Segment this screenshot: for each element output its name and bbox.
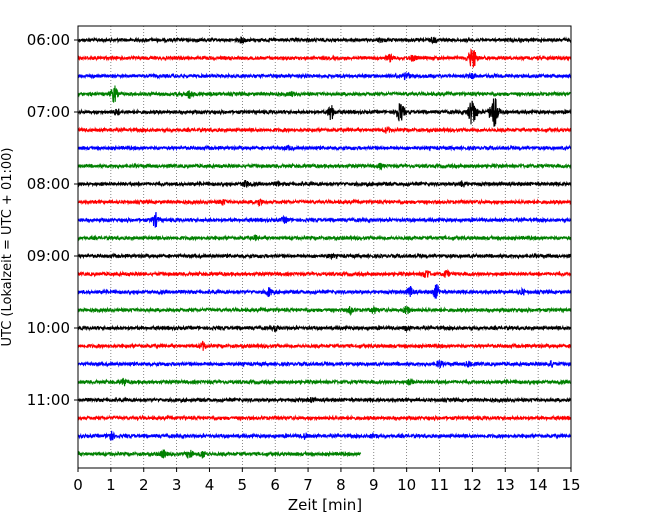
x-tick-label: 15	[561, 476, 580, 494]
trace-0745	[77, 162, 572, 171]
x-tick-label: 2	[139, 476, 149, 494]
x-tick-label: 3	[172, 476, 182, 494]
trace-1115	[77, 414, 572, 422]
trace-0945	[77, 305, 572, 317]
trace-1145	[77, 449, 362, 459]
trace-0830	[77, 212, 572, 228]
x-tick-label: 4	[205, 476, 215, 494]
trace-0800	[77, 180, 572, 188]
x-tick-label: 8	[336, 476, 346, 494]
x-tick-label: 12	[463, 476, 482, 494]
plot-frame	[77, 25, 572, 469]
y-axis: 06:00 07:00 08:00 09:00 10:00 11:00	[27, 31, 78, 409]
trace-0815	[77, 198, 572, 208]
trace-0630	[77, 71, 572, 81]
x-tick-label: 13	[496, 476, 515, 494]
y-axis-label: UTC (Lokalzeit = UTC + 01:00)	[0, 148, 15, 347]
x-tick-label: 0	[73, 476, 83, 494]
x-tick-label: 14	[529, 476, 548, 494]
y-tick-label: 07:00	[27, 103, 70, 121]
trace-1130	[77, 430, 572, 441]
trace-0715	[77, 126, 572, 134]
trace-0645	[77, 85, 572, 103]
trace-1015	[77, 340, 572, 351]
x-axis: 0 1 2 3 4 5 6 7 8 9 10 11 12 13 14 15	[73, 468, 581, 494]
trace-0930	[77, 283, 572, 299]
trace-0615	[77, 48, 572, 68]
y-tick-label: 10:00	[27, 319, 70, 337]
trace-0845	[77, 234, 572, 242]
seismic-traces	[77, 36, 572, 459]
trace-1045	[77, 377, 572, 387]
x-tick-label: 1	[106, 476, 116, 494]
y-tick-label: 06:00	[27, 31, 70, 49]
x-tick-label: 10	[397, 476, 416, 494]
x-tick-label: 7	[303, 476, 313, 494]
y-tick-label: 09:00	[27, 247, 70, 265]
trace-0700	[77, 98, 572, 127]
x-tick-label: 5	[238, 476, 248, 494]
trace-1030	[77, 359, 572, 369]
x-tick-label: 6	[270, 476, 280, 494]
y-tick-label: 11:00	[27, 391, 70, 409]
trace-0600	[77, 36, 572, 45]
y-tick-label: 08:00	[27, 175, 70, 193]
x-tick-label: 9	[369, 476, 379, 494]
x-tick-label: 11	[430, 476, 449, 494]
trace-0915	[77, 268, 572, 278]
trace-0900	[77, 252, 572, 261]
trace-1000	[77, 324, 572, 333]
x-axis-label: Zeit [min]	[288, 496, 362, 514]
trace-1100	[77, 396, 572, 404]
trace-0730	[77, 144, 572, 152]
